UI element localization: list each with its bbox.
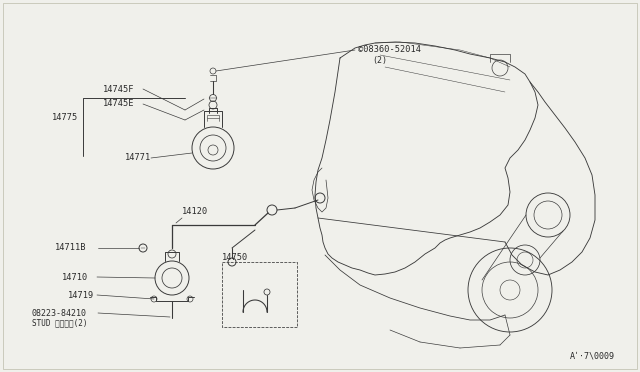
Text: 14745E: 14745E bbox=[103, 99, 134, 109]
Text: 08223-84210: 08223-84210 bbox=[32, 308, 87, 317]
Text: 14710: 14710 bbox=[62, 273, 88, 282]
Text: ©08360-52014: ©08360-52014 bbox=[358, 45, 421, 55]
Text: 14775: 14775 bbox=[52, 113, 78, 122]
Text: 14120: 14120 bbox=[182, 208, 208, 217]
Text: 14771: 14771 bbox=[125, 154, 151, 163]
Text: Aʹ·7\0009: Aʹ·7\0009 bbox=[570, 352, 615, 360]
Text: 14745F: 14745F bbox=[103, 84, 134, 93]
Text: 14719: 14719 bbox=[68, 291, 94, 299]
Text: 14750: 14750 bbox=[222, 253, 248, 263]
Text: STUD スタッド(2): STUD スタッド(2) bbox=[32, 318, 88, 327]
Text: 14711B: 14711B bbox=[55, 244, 86, 253]
Text: (2): (2) bbox=[372, 57, 387, 65]
